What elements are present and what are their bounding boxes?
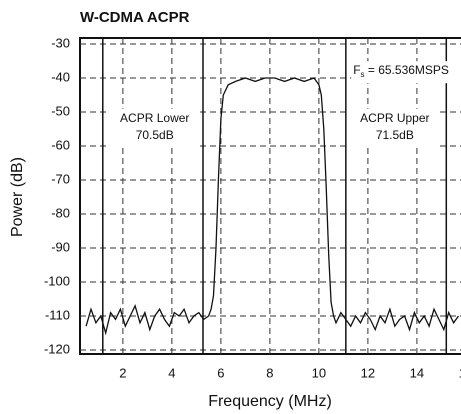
fs-main: F [353,63,360,77]
annotation: ACPR Upper [360,111,429,125]
y-tick-label: -100 [44,273,70,288]
annotation: ACPR Lower [120,111,189,125]
x-tick-label: 4 [168,365,175,380]
fs-annotation: Fs = 65.536MSPS [353,63,449,79]
annotation-bg [109,108,200,147]
x-tick-label: 6 [217,365,224,380]
x-axis-label: Frequency (MHz) [208,393,332,410]
x-tick-label: 14 [410,365,424,380]
y-tick-label: -40 [51,69,70,84]
x-tick-label: 16 [459,365,461,380]
plot-frame [79,37,461,355]
annotation: 70.5dB [136,128,174,142]
chart-title: W-CDMA ACPR [80,9,190,26]
y-tick-label: -110 [45,307,70,322]
y-tick-label: -50 [51,103,70,118]
y-axis-label: Power (dB) [9,157,26,237]
y-tick-label: -30 [51,35,70,50]
annotation-bg [349,108,440,147]
y-tick-label: -80 [51,205,70,220]
x-tick-label: 2 [119,365,126,380]
annotation: 71.5dB [376,128,414,142]
x-tick-label: 10 [312,365,326,380]
x-tick-label: 8 [266,365,273,380]
y-tick-label: -120 [44,341,70,356]
spectrum-trace [85,77,460,336]
fs-sub: s [361,70,365,79]
y-tick-label: -60 [51,137,70,152]
y-tick-label: -70 [51,171,70,186]
annotation-bg [351,61,461,84]
x-tick-label: 12 [361,365,375,380]
fs-rest: = 65.536MSPS [365,63,449,77]
y-tick-label: -90 [51,239,70,254]
